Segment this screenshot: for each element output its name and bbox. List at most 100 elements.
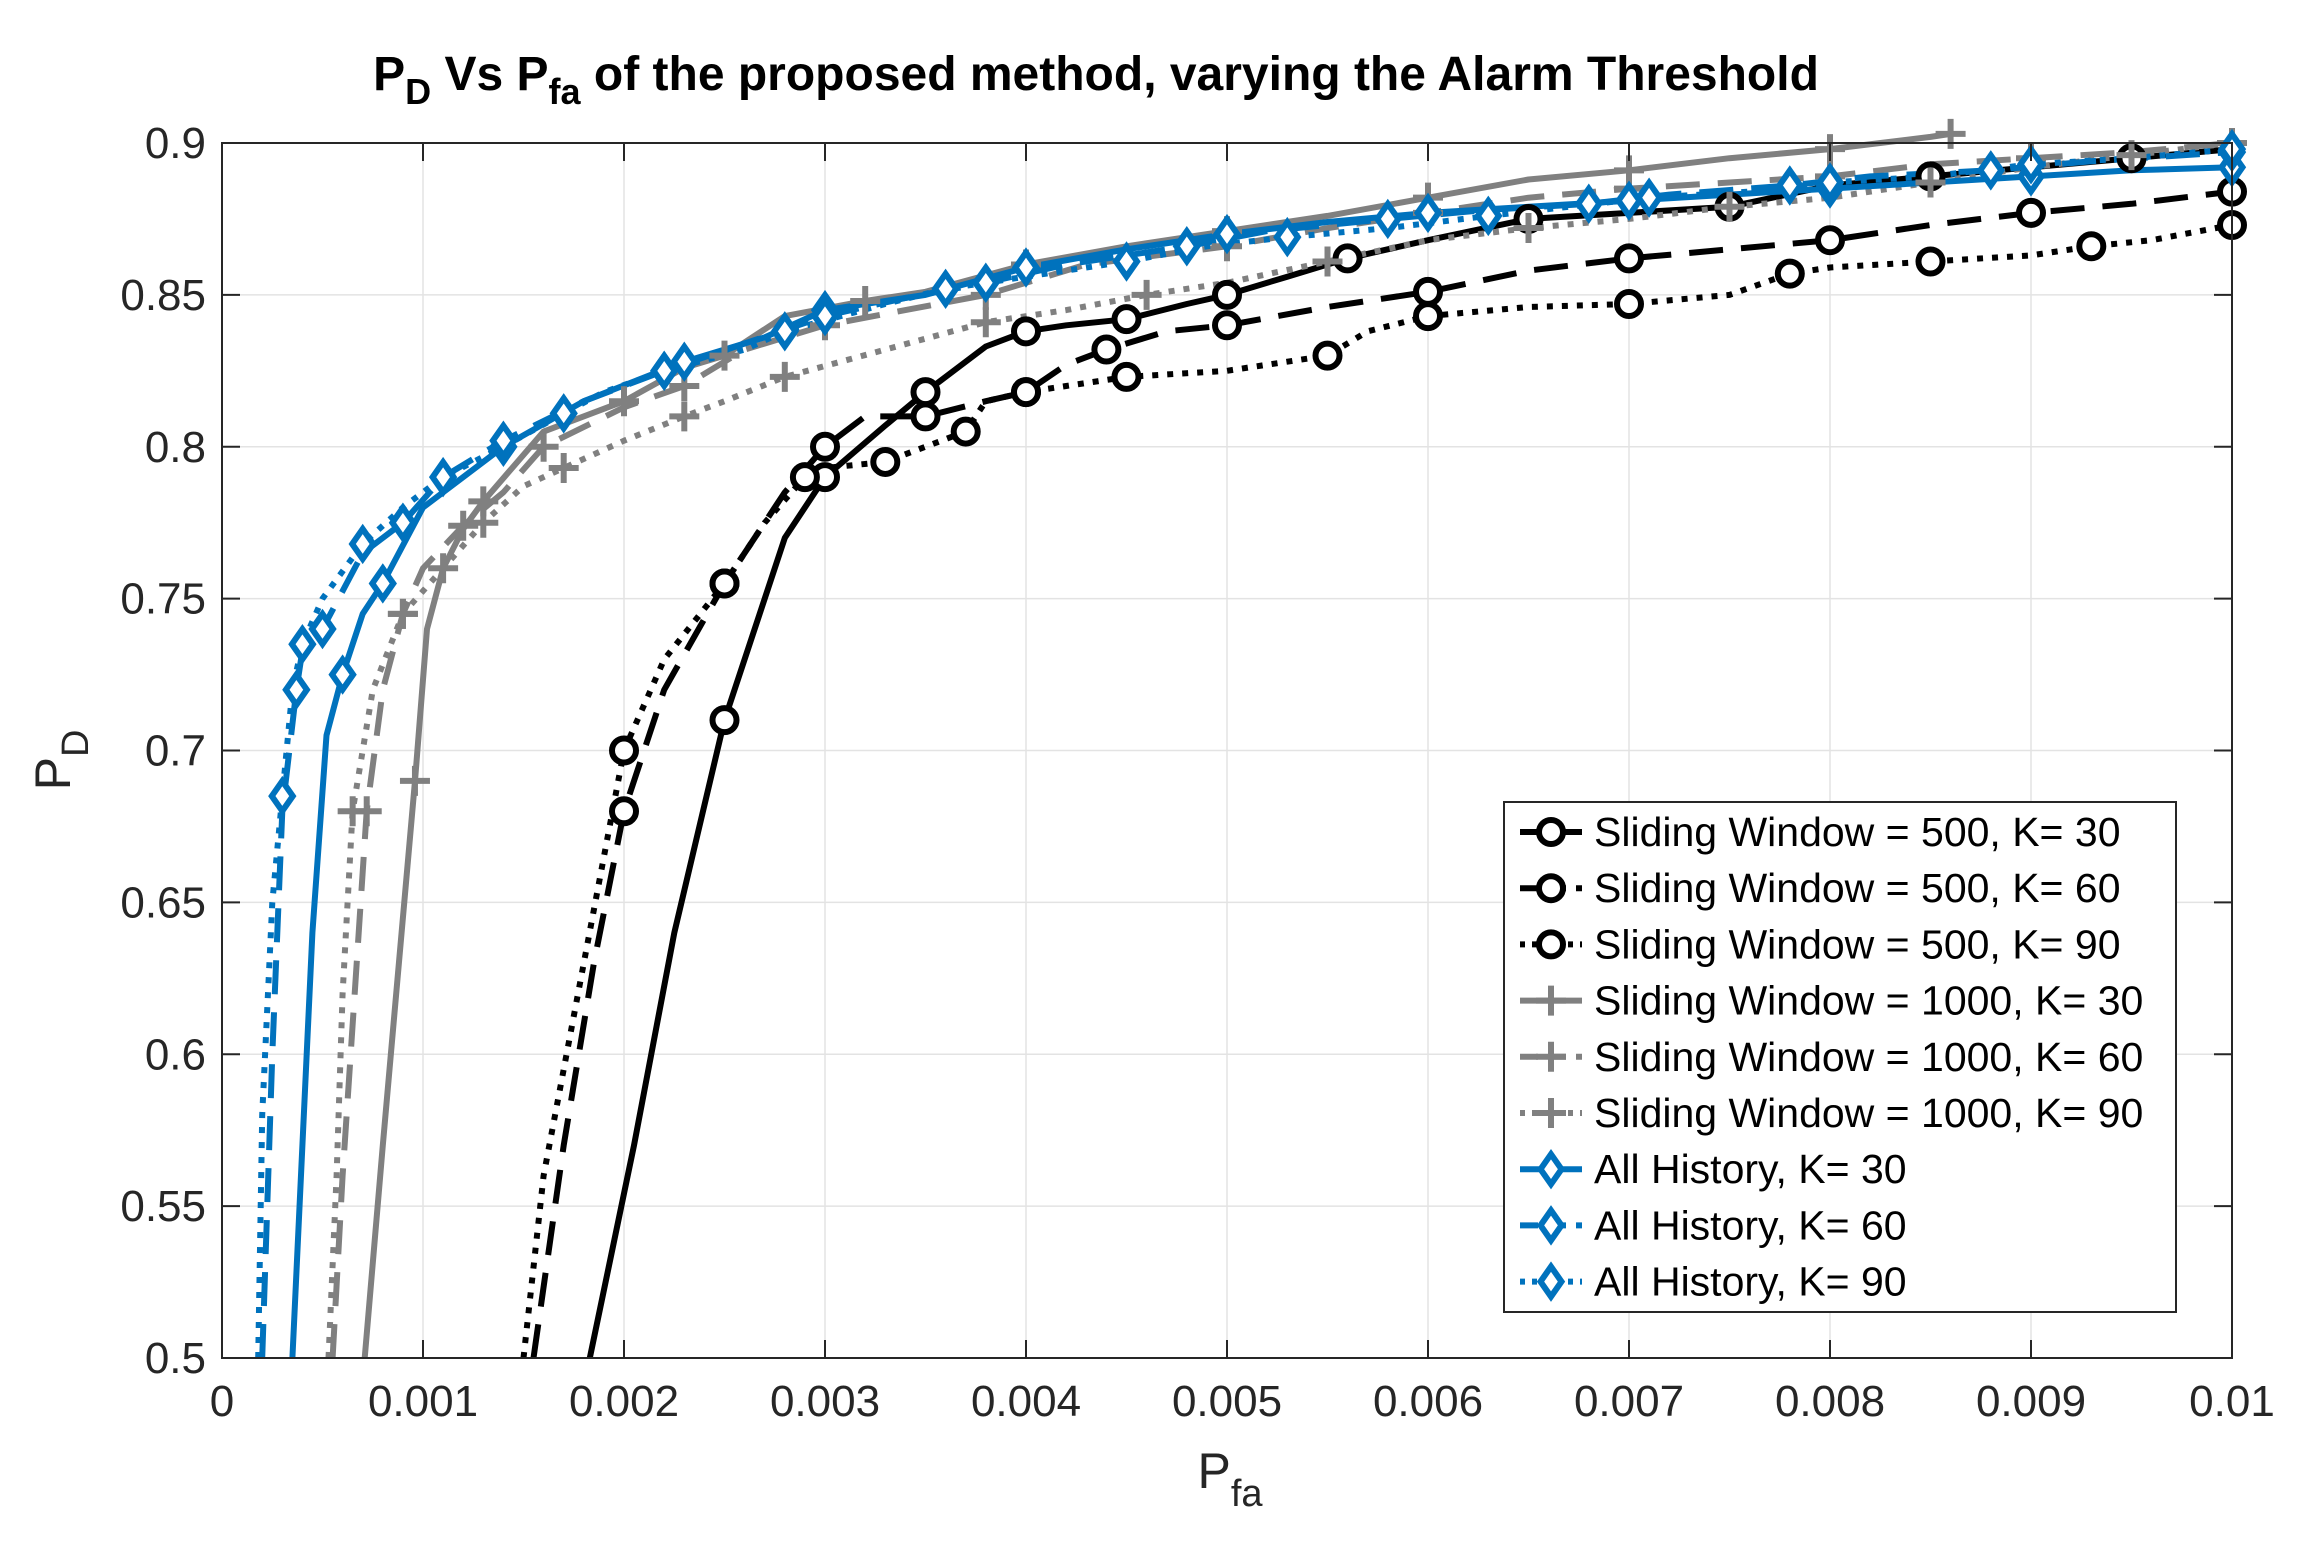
- x-tick-label: 0.01: [2189, 1377, 2275, 1426]
- y-tick-label: 0.8: [145, 423, 206, 472]
- legend-box: [1503, 801, 2177, 1313]
- series-marker: [368, 563, 397, 604]
- legend-label: All History, K= 30: [1594, 1146, 1907, 1192]
- series-marker: [1775, 165, 1804, 206]
- legend-label: Sliding Window = 1000, K= 90: [1594, 1090, 2143, 1136]
- series-marker: [2116, 140, 2147, 171]
- y-tick-label: 0.65: [120, 878, 206, 927]
- series-marker: [1513, 213, 1544, 244]
- chart-title: PD Vs Pfa of the proposed method, varyin…: [373, 48, 1819, 112]
- series-marker: [1815, 225, 1845, 256]
- series-marker: [1774, 258, 1805, 289]
- legend-marker: [1536, 873, 1566, 904]
- legend-label: All History, K= 90: [1594, 1259, 1907, 1305]
- series-line: [530, 188, 2233, 1359]
- series-marker: [308, 608, 337, 650]
- series-marker: [1011, 247, 1041, 288]
- series-marker: [1714, 191, 1745, 222]
- series-marker: [770, 311, 799, 352]
- series-marker: [1614, 180, 1644, 221]
- series-marker: [1312, 246, 1343, 277]
- x-tick-label: 0.005: [1172, 1377, 1282, 1426]
- y-tick-label: 0.7: [145, 727, 206, 776]
- series-marker: [670, 341, 699, 382]
- y-tick-label: 0.55: [120, 1182, 206, 1231]
- series-marker: [1312, 340, 1343, 371]
- legend: Sliding Window = 500, K= 30 Sliding Windo…: [1503, 801, 2177, 1313]
- series-marker: [971, 262, 1000, 303]
- series-marker: [428, 553, 459, 584]
- series-marker: [489, 420, 518, 461]
- legend-label: Sliding Window = 500, K= 60: [1594, 865, 2121, 911]
- series-marker: [769, 361, 800, 392]
- series-marker: [931, 268, 960, 310]
- legend-marker: [1536, 1148, 1566, 1190]
- series-marker: [1011, 377, 1041, 408]
- chart-title-p-sub: D: [405, 71, 431, 112]
- y-axis-label: PD: [25, 730, 97, 791]
- x-tick-label: 0.002: [569, 1377, 679, 1426]
- x-tick-label: 0.001: [368, 1377, 478, 1426]
- x-tick-label: 0.004: [971, 1377, 1081, 1426]
- series-marker: [1111, 304, 1142, 335]
- x-axis-label-sub: fa: [1231, 1473, 1264, 1515]
- series-marker: [609, 796, 639, 827]
- y-axis-label-sub: D: [55, 730, 97, 757]
- series-marker: [1112, 241, 1141, 282]
- y-axis-label-main: P: [25, 757, 81, 790]
- series-marker: [709, 568, 740, 599]
- x-tick-label: 0.007: [1574, 1377, 1684, 1426]
- legend-marker: [1536, 1098, 1566, 1128]
- series-marker: [609, 735, 639, 766]
- legend-label: Sliding Window = 1000, K= 60: [1594, 1034, 2143, 1080]
- series-marker: [1332, 243, 1363, 274]
- series-marker: [1915, 167, 1946, 198]
- series-marker: [1915, 246, 1946, 277]
- chart-title-rest: of the proposed method, varying the Alar…: [581, 48, 1819, 101]
- series-marker: [970, 307, 1001, 338]
- chart-title-p: P: [373, 48, 405, 101]
- series-marker: [1273, 216, 1302, 258]
- x-axis-label: Pfa: [1197, 1443, 1263, 1515]
- series-marker: [282, 669, 311, 710]
- series-marker: [1614, 243, 1644, 274]
- series-marker: [428, 456, 458, 498]
- x-tick-label: 0: [210, 1377, 234, 1426]
- series-marker: [669, 401, 700, 432]
- series-marker: [549, 393, 578, 434]
- series-marker: [950, 416, 981, 447]
- series-marker: [1815, 162, 1845, 203]
- series-marker: [810, 431, 840, 462]
- x-tick-label: 0.006: [1373, 1377, 1483, 1426]
- series-marker: [789, 462, 820, 493]
- x-axis-label-main: P: [1197, 1443, 1230, 1499]
- series-marker: [1413, 192, 1443, 234]
- legend-label: Sliding Window = 500, K= 90: [1594, 921, 2121, 967]
- series-marker: [1614, 288, 1644, 319]
- legend-label: Sliding Window = 500, K= 30: [1594, 809, 2121, 855]
- series-marker: [448, 510, 479, 541]
- x-tick-label: 0.003: [770, 1377, 880, 1426]
- legend-marker: [1536, 929, 1566, 960]
- series-marker: [910, 377, 941, 408]
- series-marker: [1172, 226, 1201, 267]
- series-marker: [348, 523, 377, 565]
- series-marker: [268, 775, 297, 817]
- x-tick-label: 0.009: [1976, 1377, 2086, 1426]
- series-marker: [609, 386, 639, 417]
- series-marker: [1111, 361, 1142, 392]
- series-marker: [1131, 279, 1162, 310]
- series-markers: [268, 118, 2247, 827]
- series-marker: [850, 285, 881, 316]
- legend-marker: [1536, 817, 1566, 847]
- series-marker: [1976, 150, 2005, 191]
- series-marker: [870, 446, 901, 477]
- chart-title-vs-sub: fa: [549, 71, 582, 112]
- series-marker: [1413, 276, 1443, 307]
- series-marker: [388, 502, 418, 543]
- legend-label: All History, K= 60: [1594, 1202, 1907, 1248]
- series-marker: [1634, 177, 1664, 218]
- series-marker: [709, 705, 740, 736]
- series-marker: [468, 507, 499, 538]
